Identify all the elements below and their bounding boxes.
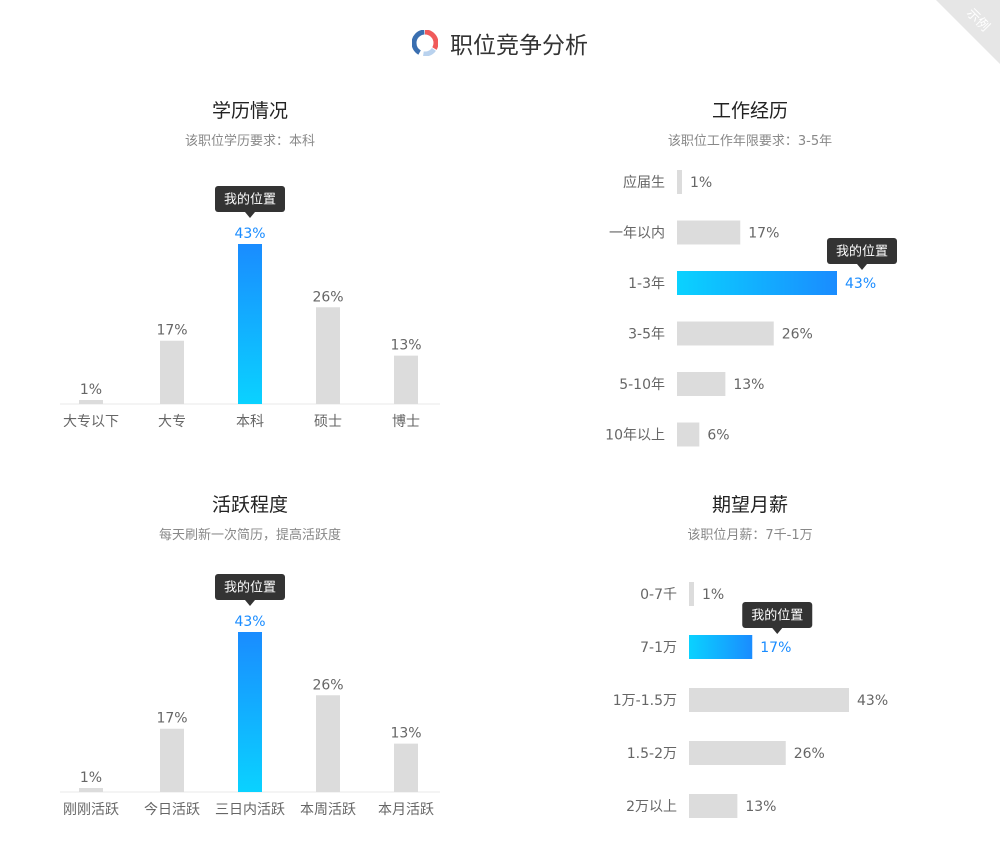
- category-label: 1.5-2万: [627, 746, 677, 762]
- bar-value-label: 1%: [702, 587, 724, 603]
- tooltip-label: 我的位置: [224, 192, 276, 208]
- bar-value-label: 13%: [390, 726, 421, 742]
- bar: [316, 307, 340, 404]
- experience-panel: 工作经历 该职位工作年限要求：3-5年 应届生 1% 一年以内 17% 1-3年 43% 我…: [560, 96, 940, 456]
- category-label: 三日内活跃: [215, 802, 285, 818]
- bar-value-label: 26%: [312, 677, 343, 693]
- experience-chart: 应届生 1% 一年以内 17% 1-3年 43% 我的位置 3-5年 26% 5-10年 13% 10…: [605, 170, 897, 447]
- category-label: 今日活跃: [144, 802, 200, 818]
- bar: [677, 422, 700, 447]
- bar-value-label: 1%: [690, 175, 712, 191]
- category-label: 博士: [392, 413, 420, 430]
- tooltip-box: [215, 186, 285, 212]
- tooltip-arrow: [245, 600, 255, 606]
- tooltip-box: [742, 602, 813, 628]
- bar: [689, 635, 753, 659]
- bar-value-label: 43%: [845, 276, 876, 292]
- bar-value-label: 1%: [80, 770, 102, 786]
- salary-title: 期望月薪: [711, 494, 788, 516]
- bar: [238, 244, 262, 404]
- activity-subtitle: 每天刷新一次简历，提高活跃度: [158, 528, 341, 543]
- bar-value-label: 13%: [390, 338, 421, 354]
- activity-chart: 1% 刚刚活跃 17% 今日活跃 43% 三日内活跃 我的位置 26% 本周活跃 13% 本月活跃: [60, 574, 440, 818]
- bar: [677, 271, 837, 295]
- bar-value-label: 26%: [312, 289, 343, 305]
- bar-value-label: 17%: [156, 323, 187, 339]
- bar: [689, 794, 738, 818]
- sample-corner-badge: 示例: [936, 0, 1000, 64]
- category-label: 本科: [236, 414, 264, 430]
- category-label: 2万以上: [626, 799, 677, 815]
- salary-chart: 0-7千 1% 7-1万 17% 我的位置 1万-1.5万 43% 1.5-2万 26% 2万以上…: [613, 582, 888, 818]
- education-title: 学历情况: [211, 100, 288, 122]
- bar: [689, 688, 849, 712]
- tooltip-arrow: [772, 628, 783, 634]
- bar-value-label: 17%: [156, 711, 187, 727]
- bar: [316, 695, 340, 792]
- bar-value-label: 43%: [234, 226, 265, 242]
- tooltip-label: 我的位置: [836, 244, 888, 260]
- category-label: 7-1万: [640, 640, 677, 656]
- category-label: 1万-1.5万: [613, 693, 677, 709]
- tooltip-box: [215, 574, 285, 600]
- tooltip-box: [827, 238, 897, 264]
- activity-title: 活跃程度: [211, 494, 288, 516]
- category-label: 3-5年: [628, 327, 665, 343]
- category-label: 应届生: [623, 174, 665, 191]
- tooltip-label: 我的位置: [751, 608, 803, 624]
- category-label: 1-3年: [628, 276, 665, 292]
- my-position-tooltip: 我的位置: [215, 186, 285, 218]
- category-label: 刚刚活跃: [63, 802, 119, 818]
- my-position-tooltip: 我的位置: [742, 602, 813, 634]
- experience-title: 工作经历: [711, 100, 788, 122]
- education-chart: 1% 大专以下 17% 大专 43% 本科 我的位置 26% 硕士 13% 博士: [60, 186, 440, 430]
- salary-subtitle: 该职位月薪：7千-1万: [687, 528, 813, 543]
- page-header: 职位竞争分析: [0, 20, 1000, 66]
- category-label: 0-7千: [640, 587, 677, 603]
- my-position-tooltip: 我的位置: [215, 574, 285, 606]
- bar: [677, 220, 741, 245]
- category-label: 大专: [158, 414, 186, 430]
- education-panel: 学历情况 该职位学历要求：本科 1% 大专以下 17% 大专 43% 本科 我的位置 26% 硕…: [60, 96, 440, 446]
- bar: [677, 372, 726, 396]
- chart-logo-icon: [412, 30, 438, 56]
- bar-value-label: 13%: [745, 799, 776, 815]
- bar: [160, 728, 184, 792]
- bar-value-label: 17%: [760, 640, 791, 656]
- category-label: 5-10年: [619, 377, 665, 393]
- bar-value-label: 1%: [80, 382, 102, 398]
- tooltip-arrow: [857, 264, 867, 270]
- category-label: 10年以上: [605, 428, 665, 444]
- bar: [677, 170, 682, 194]
- bar: [677, 321, 774, 346]
- bar: [689, 582, 694, 606]
- tooltip-label: 我的位置: [224, 580, 276, 596]
- experience-subtitle: 该职位工作年限要求：3-5年: [667, 134, 833, 149]
- salary-panel: 期望月薪 该职位月薪：7千-1万 0-7千 1% 7-1万 17% 我的位置 1万-1.5…: [560, 490, 940, 830]
- bar: [238, 632, 262, 792]
- bar-value-label: 6%: [707, 428, 729, 444]
- my-position-tooltip: 我的位置: [827, 238, 897, 270]
- category-label: 硕士: [314, 414, 342, 430]
- bar-value-label: 43%: [857, 693, 888, 709]
- bar-value-label: 26%: [794, 746, 825, 762]
- bar: [394, 743, 418, 792]
- category-label: 本月活跃: [378, 802, 434, 818]
- page-title: 职位竞争分析: [450, 33, 588, 59]
- bar-value-label: 26%: [782, 327, 813, 343]
- bar-value-label: 13%: [733, 377, 764, 393]
- bar-value-label: 17%: [748, 226, 779, 242]
- bar: [160, 340, 184, 404]
- bar-value-label: 43%: [234, 614, 265, 630]
- bar: [79, 788, 103, 792]
- category-label: 大专以下: [63, 414, 119, 430]
- category-label: 本周活跃: [300, 802, 356, 818]
- tooltip-arrow: [245, 212, 255, 218]
- activity-panel: 活跃程度 每天刷新一次简历，提高活跃度 1% 刚刚活跃 17% 今日活跃 43% 三日内活…: [60, 490, 440, 840]
- bar: [689, 741, 786, 765]
- bar: [394, 355, 418, 404]
- bar: [79, 400, 103, 404]
- category-label: 一年以内: [609, 226, 665, 242]
- education-subtitle: 该职位学历要求：本科: [184, 134, 315, 149]
